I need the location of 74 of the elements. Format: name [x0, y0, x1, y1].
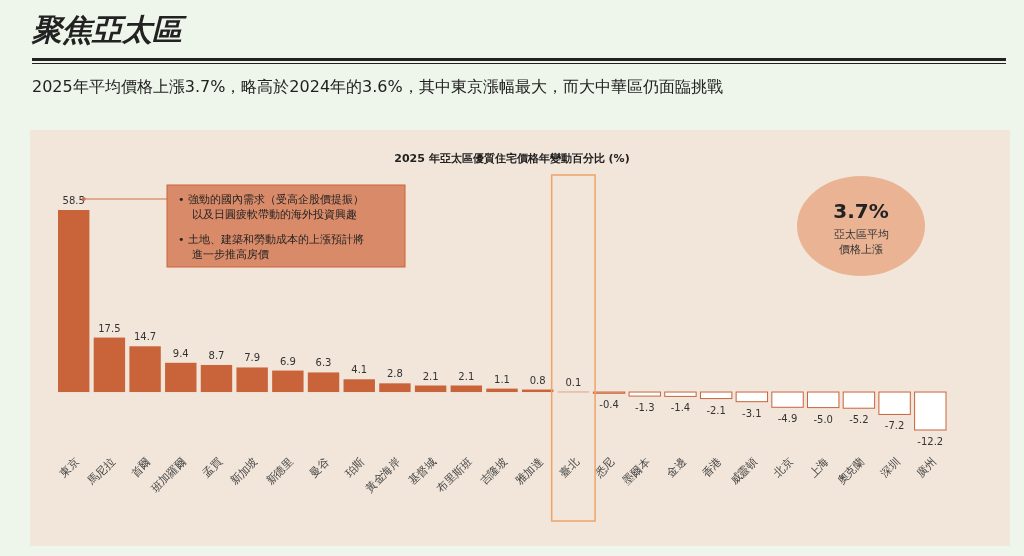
- data-label: -1.4: [670, 402, 691, 414]
- x-tick-label: 金邊: [663, 454, 689, 480]
- chart-subtitle: 2025年平均價格上漲3.7%，略高於2024年的3.6%，其中東京漲幅最大，而大中華區仍面臨挑戰: [32, 77, 723, 96]
- data-label: 4.1: [351, 364, 368, 376]
- x-tick-label: 珀斯: [342, 454, 368, 480]
- data-label: -7.2: [884, 420, 905, 432]
- data-label: 2.8: [386, 368, 403, 380]
- x-tick-label: 奧克蘭: [834, 454, 868, 488]
- x-tick-label: 深圳: [877, 454, 903, 480]
- data-label: 0.1: [565, 376, 582, 388]
- x-tick-label: 北京: [770, 454, 796, 480]
- x-tick-label: 東京: [57, 454, 82, 480]
- x-tick-label: 上海: [806, 454, 832, 480]
- data-label: -0.4: [599, 399, 619, 411]
- data-label: 6.9: [279, 355, 296, 367]
- data-label: 14.7: [133, 331, 157, 343]
- bar: [165, 362, 197, 393]
- bar: [129, 346, 161, 393]
- x-tick-label: 孟買: [199, 454, 225, 480]
- bar: [200, 364, 233, 393]
- x-tick-label: 新德里: [263, 454, 296, 488]
- data-label: 8.7: [208, 349, 225, 361]
- data-label: -5.0: [813, 413, 833, 425]
- annotation: 亞太區平均價格上漲: [833, 228, 889, 256]
- text: 2025 年亞太區優質住宅價格年變動百分比 (%): [394, 152, 630, 165]
- data-label: -3.1: [742, 407, 762, 419]
- x-tick-label: 威靈頓: [727, 454, 760, 488]
- data-label: 17.5: [98, 322, 121, 334]
- x-tick-label: 曼谷: [306, 454, 332, 480]
- bar: [343, 379, 375, 393]
- data-label: 9.4: [172, 347, 189, 359]
- x-tick-label: 首爾: [128, 454, 154, 480]
- data-label: 1.1: [494, 373, 510, 385]
- annotation: • 強勁的國內需求（受高企股價提振）以及日圓疲軟帶動的海外投資興趣: [178, 193, 364, 221]
- bar: [878, 391, 911, 415]
- x-tick-label: 墨爾本: [620, 454, 653, 488]
- x-tick-label: 廣州: [913, 454, 939, 480]
- data-label: 0.8: [529, 374, 546, 386]
- x-tick-label: 臺北: [556, 454, 582, 480]
- x-tick-label: 馬尼拉: [84, 454, 118, 489]
- bar: [379, 383, 411, 393]
- bar: [58, 210, 90, 393]
- data-label: -2.1: [706, 404, 726, 416]
- x-tick-label: 雅加達: [513, 454, 546, 488]
- data-label: -4.9: [777, 413, 798, 425]
- annotation: • 土地、建築和勞動成本的上漲預計將進一步推高房價: [178, 233, 364, 261]
- bar: [236, 367, 268, 393]
- bar: [450, 385, 483, 393]
- annotation: 3.7%: [833, 199, 889, 223]
- data-label: -12.2: [917, 436, 944, 447]
- x-tick-label: 新加坡: [227, 454, 261, 488]
- data-label: 6.3: [315, 357, 332, 369]
- data-label: -1.3: [635, 402, 655, 414]
- x-tick-label: 香港: [699, 454, 725, 480]
- bar: [735, 391, 769, 403]
- x-tick-label: 悉尼: [591, 454, 618, 481]
- bar: [93, 337, 126, 393]
- bar: [699, 391, 733, 400]
- data-label: 2.1: [458, 370, 475, 382]
- chart-title: 聚焦亞太區: [31, 12, 187, 47]
- bar: [414, 385, 447, 393]
- bar: [664, 391, 697, 397]
- bar: [807, 391, 840, 409]
- bar: [914, 391, 947, 431]
- bar: [628, 391, 661, 397]
- bar: [272, 370, 304, 393]
- data-label: -5.2: [849, 414, 869, 426]
- bar: [307, 372, 340, 393]
- bar: [771, 391, 804, 408]
- data-label: 7.9: [244, 352, 261, 364]
- data-label: 58.5: [62, 195, 85, 206]
- x-tick-label: 吉隆坡: [477, 454, 511, 488]
- bar: [842, 391, 876, 409]
- data-label: 2.1: [422, 370, 439, 382]
